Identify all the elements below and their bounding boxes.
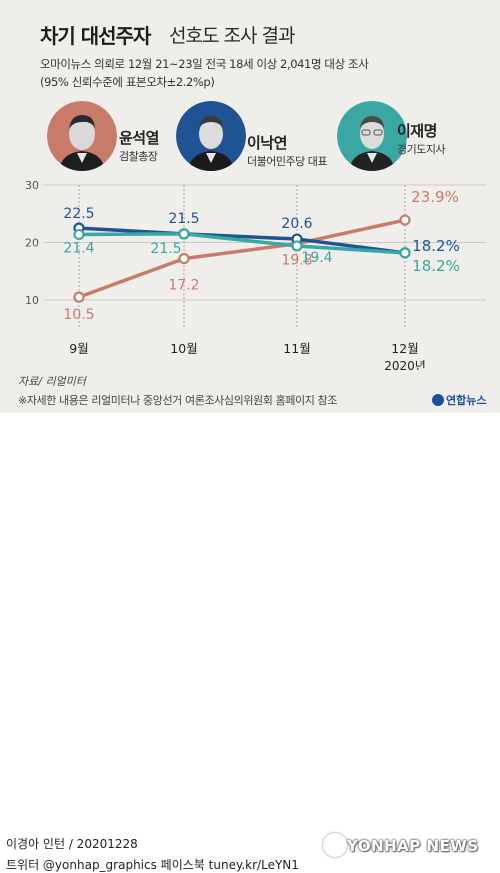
data-point bbox=[73, 228, 85, 241]
x-tick-label: 9월 bbox=[69, 341, 88, 356]
data-point bbox=[73, 291, 85, 303]
credit-text: 이경아 인턴 / 20201228 bbox=[6, 837, 138, 851]
data-label: 18.2% bbox=[412, 237, 460, 255]
portrait-lee-jaemyung-icon bbox=[337, 101, 407, 171]
data-point bbox=[399, 214, 411, 226]
yonhap-logo-icon bbox=[432, 394, 444, 406]
line-chart: 10 20 30 10.5 17.2 19.8 23.9% 22.5 21.5 20.6 18.2… bbox=[25, 179, 486, 370]
watermark: YONHAP NEWS bbox=[347, 837, 479, 855]
data-point bbox=[178, 252, 190, 265]
y-tick-label: 30 bbox=[25, 179, 39, 192]
footer: 이경아 인턴 / 20201228 트위터 @yonhap_graphics 페… bbox=[0, 413, 500, 872]
data-label: 10.5 bbox=[63, 307, 94, 323]
source-text: 자료/ 리얼미터 bbox=[18, 375, 86, 388]
page-title-rest: 선호도 조사 결과 bbox=[169, 25, 295, 47]
candidate-name-yoon: 윤석열 bbox=[119, 129, 159, 147]
data-point bbox=[399, 247, 411, 259]
social-text: 트위터 @yonhap_graphics 페이스북 tuney.kr/LeYN1 bbox=[6, 858, 299, 872]
data-label: 19.8 bbox=[281, 253, 312, 269]
y-tick-label: 10 bbox=[25, 294, 39, 307]
candidate-role-yoon: 검찰총장 bbox=[119, 150, 158, 163]
subtitle-line-2: (95% 신뢰수준에 표본오차±2.2%p) bbox=[40, 75, 215, 89]
data-point bbox=[291, 240, 303, 252]
page-title: 차기 대선주자 bbox=[40, 24, 151, 48]
portrait-lee-nakyon-icon bbox=[176, 101, 246, 171]
data-label: 20.6 bbox=[281, 216, 312, 232]
x-tick-label: 12월 bbox=[391, 341, 418, 356]
watermark-circle-icon bbox=[323, 833, 347, 857]
data-label: 21.5 bbox=[168, 211, 199, 227]
x-tick-label: 11월 bbox=[283, 341, 310, 356]
candidate-name-lee-jaemyung: 이재명 bbox=[397, 122, 437, 140]
candidate-role-lee-nakyon: 더불어민주당 대표 bbox=[247, 155, 327, 168]
yonhap-logo-text: 연합뉴스 bbox=[446, 394, 487, 407]
portrait-yoon-icon bbox=[47, 101, 117, 171]
data-label: 23.9% bbox=[411, 188, 459, 206]
data-label: 19.4 bbox=[301, 250, 332, 266]
series-line bbox=[78, 218, 406, 299]
series-line bbox=[78, 226, 406, 255]
y-tick-label: 20 bbox=[25, 237, 39, 250]
candidate-role-lee-jaemyung: 경기도지사 bbox=[397, 143, 446, 156]
series-line bbox=[78, 232, 406, 255]
x-year-label: 2020년 bbox=[384, 359, 426, 370]
data-label: 18.2% bbox=[412, 257, 460, 275]
infographic-card: 차기 대선주자 선호도 조사 결과 오마이뉴스 의뢰로 12월 21~23일 전… bbox=[0, 0, 500, 413]
note-text: ※자세한 내용은 리얼미터나 중앙선거 여론조사심의위원회 홈페이지 참조 bbox=[18, 394, 337, 407]
candidate-name-lee-nakyon: 이낙연 bbox=[247, 134, 287, 152]
x-tick-label: 10월 bbox=[170, 341, 197, 356]
data-label: 17.2 bbox=[168, 278, 199, 294]
data-point bbox=[178, 228, 190, 240]
data-label: 21.4 bbox=[63, 240, 94, 256]
data-label: 21.5 bbox=[150, 241, 181, 257]
data-label: 22.5 bbox=[63, 206, 94, 222]
subtitle-line-1: 오마이뉴스 의뢰로 12월 21~23일 전국 18세 이상 2,041명 대상… bbox=[40, 57, 369, 71]
yonhap-logo: 연합뉴스 bbox=[432, 392, 486, 408]
